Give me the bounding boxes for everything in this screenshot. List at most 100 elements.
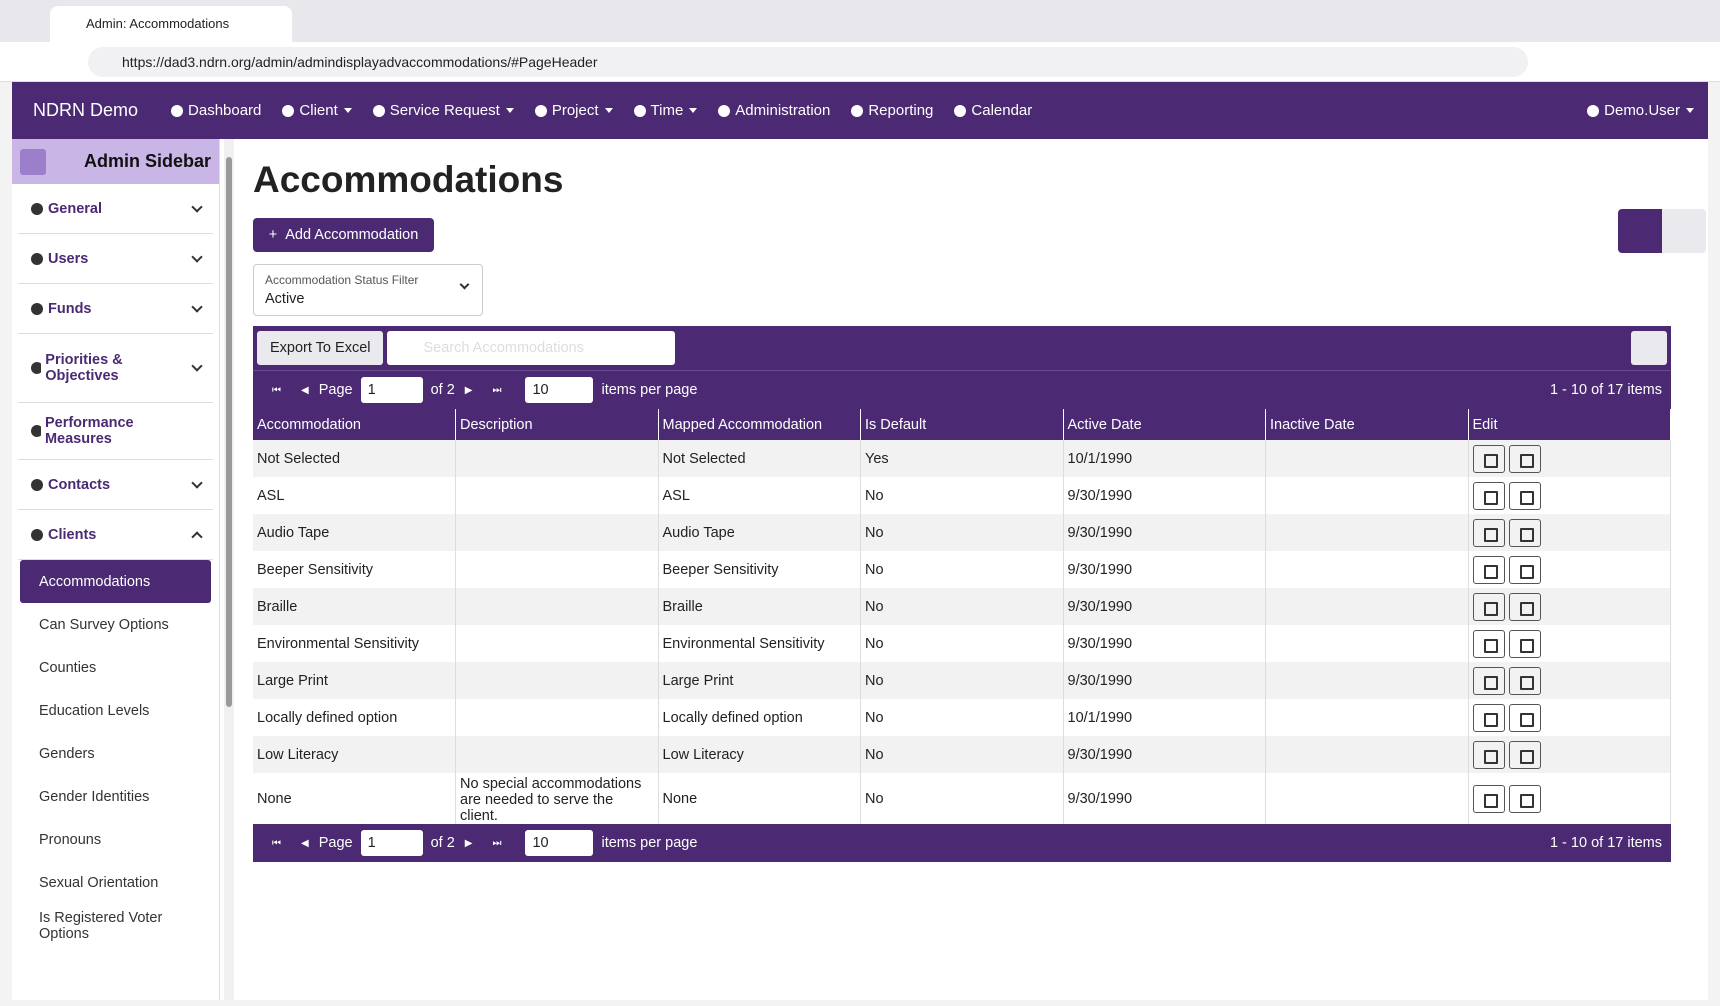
nav-item[interactable]: Reporting: [850, 102, 933, 119]
edit-cell: [1468, 625, 1671, 662]
page-input[interactable]: 1: [360, 830, 423, 856]
edit-cell: [1468, 551, 1671, 588]
grid-view[interactable]: [1618, 209, 1662, 253]
add-button[interactable]: + Add Accommodation: [253, 218, 434, 252]
sidebar-section[interactable]: Priorities & Objectives: [18, 334, 213, 403]
user-menu[interactable]: Demo.User: [1586, 102, 1694, 119]
section-text: Clients: [48, 526, 97, 543]
edit-button[interactable]: [1472, 555, 1505, 584]
page-input[interactable]: 1: [360, 377, 423, 403]
per-page[interactable]: 10: [525, 830, 594, 856]
delete-button[interactable]: [1508, 629, 1541, 658]
scroll-thumb[interactable]: [226, 157, 232, 707]
page-count: of 2: [430, 382, 455, 398]
page-title: Accommodations: [253, 159, 564, 200]
pager-arrow[interactable]: ▶: [464, 837, 473, 849]
edit-button[interactable]: [1472, 481, 1505, 510]
cell: [1265, 773, 1469, 824]
header-row: Accommodation Description Mapped Accommoda…: [253, 409, 1671, 440]
nav-item[interactable]: Service Request: [372, 102, 514, 119]
pager-arrow[interactable]: ◀: [301, 384, 309, 396]
cell: 9/30/1990: [1063, 477, 1266, 514]
browser-tab[interactable]: Admin: Accommodations: [50, 6, 292, 42]
sidebar-item[interactable]: Can Survey Options: [39, 616, 169, 633]
section-label: General: [30, 201, 170, 217]
sidebar-item[interactable]: Counties: [39, 659, 97, 676]
sidebar-item[interactable]: Gender Identities: [39, 788, 150, 805]
delete-button[interactable]: [1508, 518, 1541, 547]
hamburger[interactable]: [20, 148, 46, 175]
tab-strip: Admin: Accommodations: [0, 0, 1720, 42]
export-button[interactable]: Export To Excel: [257, 331, 384, 365]
cell: Beeper Sensitivity: [658, 551, 861, 588]
grid: Export To Excel Search Accommodations ⏮ ◀…: [253, 326, 1671, 862]
pager-arrow[interactable]: ⏭: [492, 837, 502, 849]
sidebar-item[interactable]: Accommodations: [20, 560, 211, 603]
icon: [31, 252, 43, 265]
column-header: Active Date: [1063, 409, 1266, 440]
pager-arrow[interactable]: ⏭: [492, 384, 502, 396]
cell: Not Selected: [658, 440, 861, 477]
delete-button[interactable]: [1508, 592, 1541, 621]
per-page[interactable]: 10: [525, 377, 594, 403]
sidebar-section[interactable]: Clients: [18, 510, 213, 560]
sidebar-section[interactable]: Contacts: [18, 460, 213, 510]
pager-arrow[interactable]: ◀: [301, 837, 309, 849]
search-input[interactable]: Search Accommodations: [387, 331, 676, 365]
per-page-label: items per page: [601, 835, 698, 851]
edit-button[interactable]: [1472, 592, 1505, 621]
pager-arrow[interactable]: ⏮: [272, 837, 281, 849]
nav-item[interactable]: Dashboard: [170, 102, 261, 119]
sidebar-item[interactable]: Education Levels: [39, 702, 150, 719]
edit-button[interactable]: [1472, 518, 1505, 547]
brand[interactable]: NDRN Demo: [33, 100, 139, 120]
cell: [1265, 440, 1469, 477]
edit-button[interactable]: [1472, 784, 1505, 813]
scrollbar[interactable]: [224, 139, 234, 1000]
edit-button[interactable]: [1472, 444, 1505, 473]
nav-item[interactable]: Client: [281, 102, 352, 119]
nav-item[interactable]: Calendar: [953, 102, 1032, 119]
sidebar-section[interactable]: Users: [18, 234, 213, 284]
sidebar-item[interactable]: Genders: [39, 745, 95, 762]
edit-button[interactable]: [1472, 703, 1505, 732]
delete-button[interactable]: [1508, 481, 1541, 510]
sidebar-section[interactable]: Performance Measures: [18, 403, 213, 460]
delete-button[interactable]: [1508, 444, 1541, 473]
delete-button[interactable]: [1508, 740, 1541, 769]
nav-item[interactable]: Time: [633, 102, 698, 119]
chevron: [191, 360, 203, 372]
caret: [343, 108, 352, 113]
edit-button[interactable]: [1472, 666, 1505, 695]
delete-button[interactable]: [1508, 703, 1541, 732]
url[interactable]: https://dad3.ndrn.org/admin/admindisplay…: [88, 47, 1528, 77]
sidebar-item[interactable]: Sexual Orientation: [39, 874, 159, 891]
status-filter[interactable]: Accommodation Status Filter Active: [253, 264, 483, 316]
sidebar-item[interactable]: Is Registered Voter Options: [39, 909, 163, 942]
pager-arrow[interactable]: ▶: [464, 384, 473, 396]
sidebar-item[interactable]: Pronouns: [39, 831, 102, 848]
refresh-button[interactable]: [1631, 331, 1667, 365]
cell: 9/30/1990: [1063, 662, 1266, 699]
filter-label: Accommodation Status Filter: [265, 273, 419, 287]
data-table: Accommodation Description Mapped Accommoda…: [253, 409, 1671, 824]
cell: [455, 477, 659, 514]
cell: 9/30/1990: [1063, 773, 1266, 824]
cell: Beeper Sensitivity: [253, 551, 456, 588]
edit-button[interactable]: [1472, 629, 1505, 658]
column-header: Mapped Accommodation: [658, 409, 861, 440]
delete-button[interactable]: [1508, 784, 1541, 813]
edit-cell: [1468, 477, 1671, 514]
cell: Locally defined option: [658, 699, 861, 736]
delete-button[interactable]: [1508, 555, 1541, 584]
edit-button[interactable]: [1472, 740, 1505, 769]
page-label: Page: [318, 382, 353, 398]
delete-button[interactable]: [1508, 666, 1541, 695]
pager-arrow[interactable]: ⏮: [272, 384, 281, 396]
nav-item[interactable]: Project: [534, 102, 613, 119]
nav-item[interactable]: Administration: [717, 102, 830, 119]
filter-value: Active: [265, 291, 305, 307]
sidebar-section[interactable]: Funds: [18, 284, 213, 334]
list-view[interactable]: [1662, 209, 1706, 253]
sidebar-section[interactable]: General: [18, 184, 213, 234]
